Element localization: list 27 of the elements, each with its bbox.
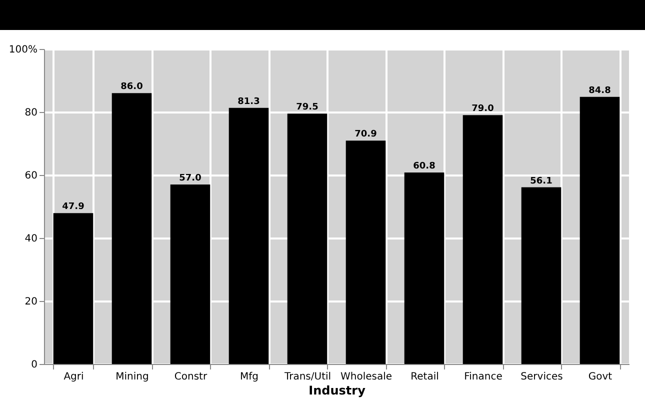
y-tick-label: 0: [31, 360, 38, 370]
x-tick-label: Mfg: [240, 372, 258, 382]
data-label: 81.3: [238, 96, 260, 107]
y-tick-label: 40: [24, 234, 38, 244]
x-tick-label: Retail: [410, 372, 439, 382]
y-tick-label: 80: [24, 108, 38, 118]
data-label: 57.0: [179, 173, 202, 184]
data-label: 79.0: [472, 104, 494, 114]
data-label: 70.9: [354, 130, 377, 140]
x-tick-label: Trans/Util: [283, 372, 332, 382]
y-tick-label: 100%: [8, 44, 38, 56]
x-tick-label: Mining: [116, 372, 149, 382]
y-tick-label: 60: [24, 170, 38, 182]
y-tick-label: 20: [24, 296, 38, 308]
x-tick-label: Constr: [174, 372, 208, 382]
x-tick-label: Govt: [588, 372, 612, 382]
x-tick-label: Services: [520, 372, 563, 382]
data-label: 86.0: [120, 82, 143, 92]
data-label: 84.8: [588, 86, 611, 96]
data-label: 60.8: [413, 161, 436, 172]
x-tick-label: Wholesale: [340, 372, 392, 382]
data-label: 56.1: [530, 176, 552, 186]
data-label: 47.9: [62, 202, 84, 212]
x-tick-label: Agri: [64, 372, 84, 382]
data-label: 79.5: [296, 102, 318, 113]
x-tick-label: Finance: [464, 372, 502, 382]
x-axis-title: Industry: [308, 384, 366, 398]
